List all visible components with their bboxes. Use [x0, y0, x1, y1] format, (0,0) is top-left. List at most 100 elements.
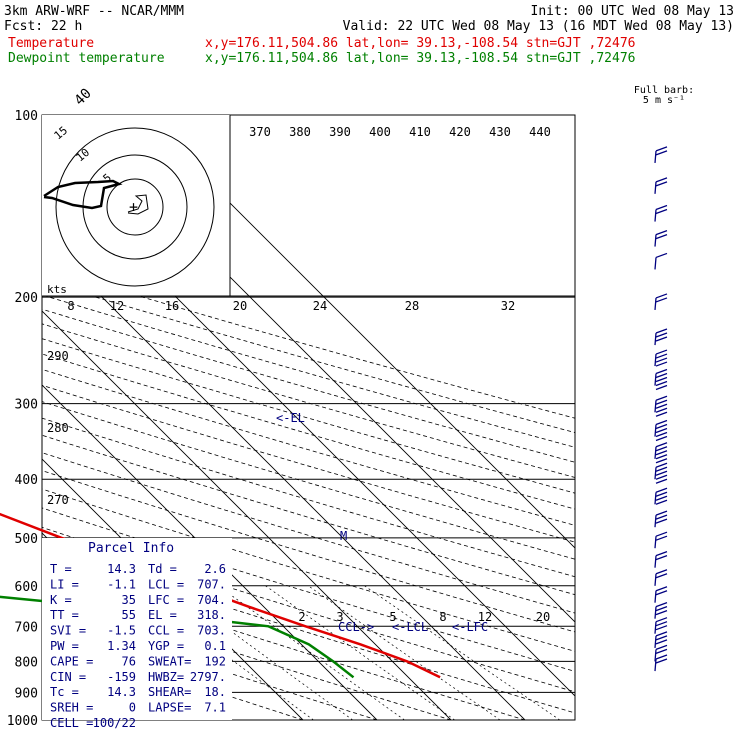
- parcel-info-key: PW =: [50, 639, 79, 653]
- wind-barb: [654, 204, 668, 222]
- barb-legend-title: Full barb:: [634, 85, 694, 96]
- parcel-info-value: 14.3: [107, 685, 136, 699]
- wind-barbs: [654, 146, 668, 672]
- parcel-markers: <-EL M CCL-> <-LCL <-LFC: [276, 411, 488, 634]
- dry-adiabat: [42, 470, 575, 633]
- wind-barb: [654, 442, 668, 464]
- parcel-info-value: 35: [122, 593, 136, 607]
- dry-adiabat: [42, 417, 575, 578]
- isotherm-line: [42, 384, 378, 720]
- pressure-axis: 100 200 300 400 500 600 700 800 900 1000: [7, 109, 38, 729]
- wind-barb: [654, 252, 668, 270]
- parcel-info-value: 0.1: [204, 639, 226, 653]
- parcel-info-key: CAPE =: [50, 654, 93, 668]
- theta-e-label: 400: [369, 125, 391, 139]
- parcel-info-value: 2.6: [204, 562, 226, 576]
- parcel-marker-lcl: <-LCL: [392, 620, 428, 634]
- parcel-info-value: -1.1: [107, 577, 136, 591]
- parcel-info-key: CCL =: [148, 624, 184, 638]
- mixing-ratio-label: 3: [336, 610, 343, 624]
- hodo-axis-label: 32: [501, 299, 515, 313]
- hodo-axis-label: 12: [110, 299, 124, 313]
- dry-adiabat: [42, 338, 575, 494]
- valid-time: Valid: 22 UTC Wed 08 May 13 (16 MDT Wed …: [343, 19, 734, 34]
- pressure-tick-label: 400: [15, 473, 38, 488]
- parcel-info-key: LFC =: [148, 593, 184, 607]
- hodo-ring: [55, 127, 215, 287]
- temperature-profile: [0, 512, 441, 679]
- pressure-tick-label: 1000: [7, 714, 38, 729]
- parcel-info-value: 14.3: [107, 562, 136, 576]
- wind-barb: [654, 293, 668, 310]
- parcel-info-key: LAPSE=: [148, 701, 191, 715]
- parcel-info-value: 704.: [197, 593, 226, 607]
- temperature-location: x,y=176.11,504.86 lat,lon= 39.13,-108.54…: [205, 36, 635, 51]
- wind-barb: [654, 631, 668, 648]
- mixing-ratio-label: 5: [389, 610, 396, 624]
- wind-barb: [654, 654, 668, 672]
- wind-barb: [654, 328, 668, 346]
- parcel-info-value: 100/22: [93, 716, 136, 730]
- hodo-center-marker: +: [129, 198, 138, 216]
- parcel-marker-m: M: [340, 529, 347, 543]
- parcel-marker-el: <-EL: [276, 411, 305, 425]
- dry-adiabat: [42, 452, 575, 614]
- parcel-info-key: HWBZ=: [148, 670, 184, 684]
- hodo-ring: [106, 178, 164, 236]
- parcel-info-value: -1.5: [107, 624, 136, 638]
- parcel-marker-ccl: CCL->: [338, 620, 374, 634]
- parcel-info-key: LCL =: [148, 577, 184, 591]
- hodo-axis-label: 28: [405, 299, 419, 313]
- parcel-info-key: CELL =: [50, 716, 93, 730]
- dewpoint-profile: [0, 595, 355, 679]
- pressure-tick-label: 800: [15, 655, 38, 670]
- parcel-info-key: T =: [50, 562, 72, 576]
- parcel-info-value: 192: [204, 654, 226, 668]
- pressure-tick-label: 100: [15, 109, 38, 124]
- pressure-tick-label: 900: [15, 686, 38, 701]
- hodo-trace-inner: [127, 194, 149, 215]
- isotherm-label: 40: [72, 86, 95, 109]
- wind-barb: [654, 586, 668, 603]
- mixing-ratio-line: [217, 585, 405, 720]
- hodo-axis-label: 24: [313, 299, 327, 313]
- forecast-hour: Fcst: 22 h: [4, 19, 82, 34]
- isotherm-line: [42, 310, 452, 720]
- parcel-info-value: 0: [129, 701, 136, 715]
- theta-e-label: 430: [489, 125, 511, 139]
- barb-legend-units: 5 m s⁻¹: [643, 95, 685, 106]
- dewpoint-legend: Dewpoint temperature: [8, 51, 165, 66]
- parcel-info-value: 18.: [204, 685, 226, 699]
- wind-barb: [654, 617, 668, 634]
- theta-e-label: 370: [249, 125, 271, 139]
- hodo-trace: [43, 179, 123, 210]
- hodo-axis-label: 8: [67, 299, 74, 313]
- isotherm-line: [141, 115, 575, 549]
- theta-label: 270: [47, 493, 69, 507]
- theta-e-label: 440: [529, 125, 551, 139]
- isotherm-labels: 40: [72, 86, 95, 109]
- wind-barb: [654, 551, 668, 568]
- temperature-legend: Temperature: [8, 36, 94, 51]
- mixing-ratio-line: [131, 585, 314, 720]
- parcel-info-value: -159: [107, 670, 136, 684]
- wind-barb: [654, 644, 668, 662]
- mixing-ratio-label: 20: [536, 610, 550, 624]
- wind-barb: [654, 462, 668, 484]
- mixing-ratio-line: [265, 585, 456, 720]
- parcel-info-key: CIN =: [50, 670, 86, 684]
- parcel-info-value: 707.: [197, 577, 226, 591]
- hodo-axis-label: 16: [165, 299, 179, 313]
- model-title: 3km ARW-WRF -- NCAR/MMM: [4, 4, 184, 19]
- parcel-marker-lfc: <-LFC: [452, 620, 488, 634]
- wind-barb: [654, 177, 668, 194]
- wind-barb: [654, 487, 668, 505]
- theta-e-label: 380: [289, 125, 311, 139]
- dry-adiabat: [42, 323, 575, 478]
- parcel-info-value: 55: [122, 608, 136, 622]
- parcel-info-value: 318.: [197, 608, 226, 622]
- theta-e-label: 420: [449, 125, 471, 139]
- parcel-info-value: 76: [122, 654, 136, 668]
